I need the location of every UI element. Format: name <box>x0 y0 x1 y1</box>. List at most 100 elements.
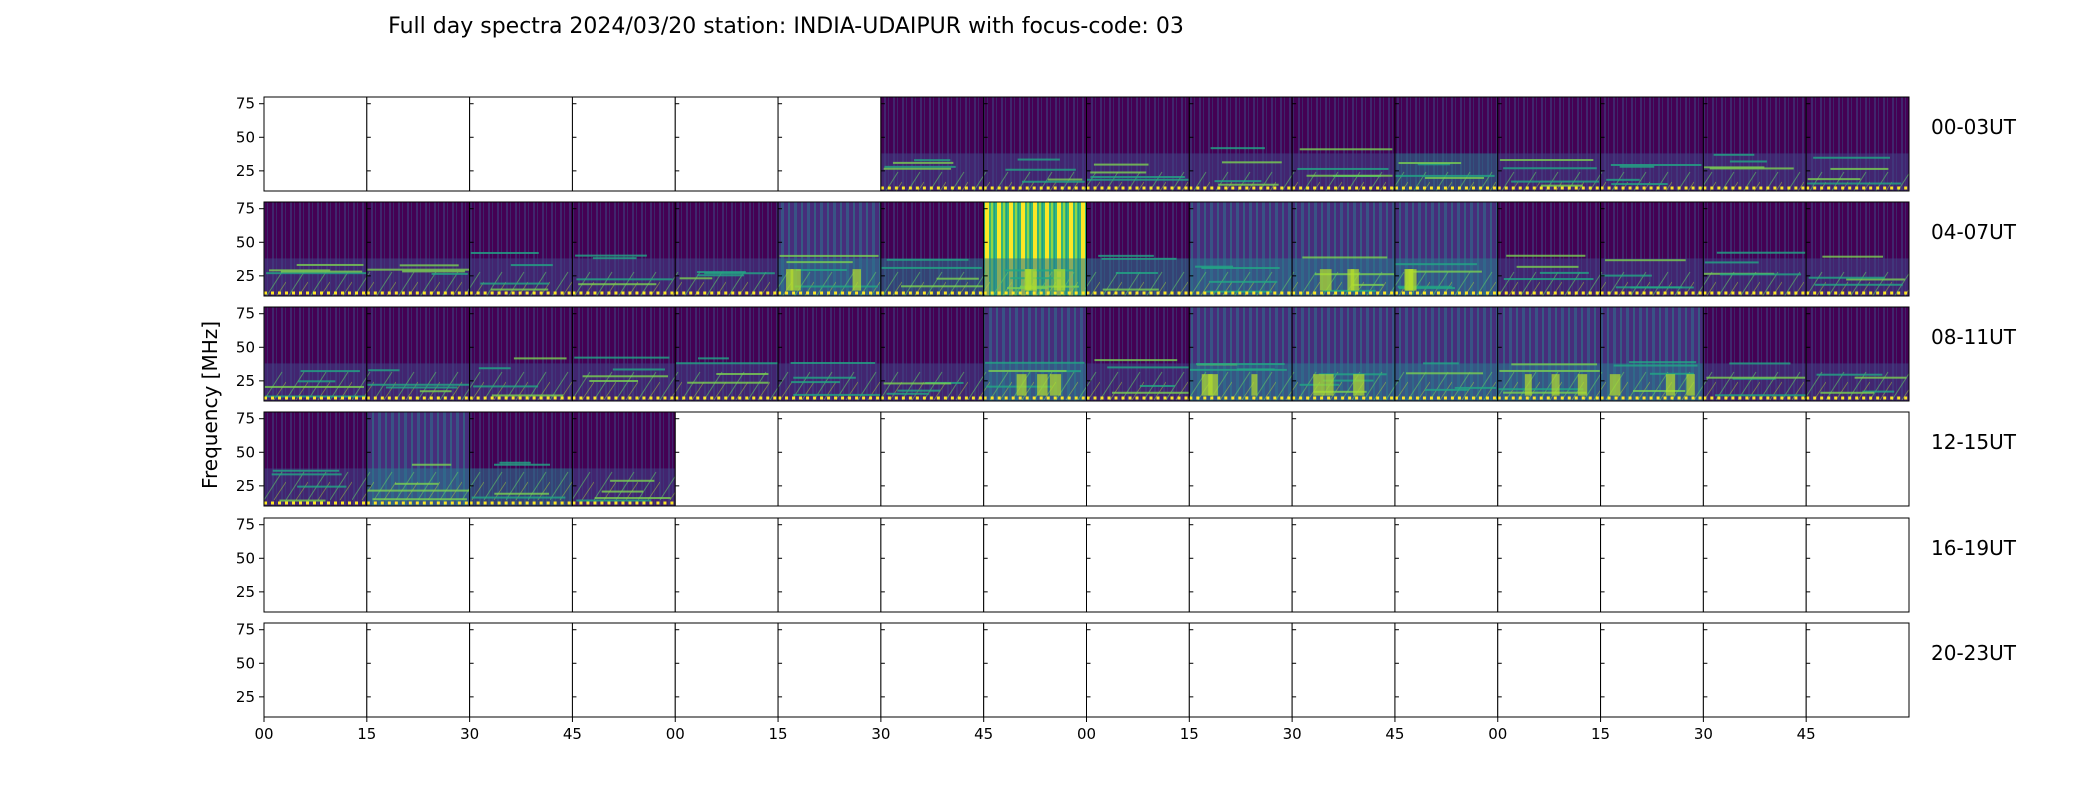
spectrum-panel <box>1805 96 1910 192</box>
spectrum-panel <box>1086 306 1190 402</box>
spectrum-panel <box>1188 96 1293 192</box>
spectrum-panel <box>366 517 471 613</box>
row-label: 16-19UT <box>1931 536 2017 560</box>
spectrum-panel <box>674 411 779 507</box>
y-tick-label: 25 <box>236 688 255 706</box>
spectrum-panel <box>880 201 985 297</box>
spectrum-panel <box>1086 622 1190 718</box>
spectrum-panel <box>1188 201 1293 297</box>
y-axis-label: Frequency [MHz] <box>198 321 222 489</box>
spectrum-panel <box>366 411 471 507</box>
spectrum-panel <box>674 201 779 297</box>
spectrum-panel <box>571 201 676 297</box>
spectrum-panel <box>1805 411 1910 507</box>
spectrum-panel <box>880 306 985 402</box>
spectrum-panel <box>1394 201 1499 297</box>
spectrum-panel <box>1086 517 1190 613</box>
spectrum-panel <box>263 201 368 297</box>
spectrum-panel <box>983 201 1087 297</box>
spectrum-panel <box>1188 622 1293 718</box>
x-tick-label: 30 <box>871 725 890 743</box>
spectrum-panel <box>263 96 368 192</box>
spectrum-panel <box>263 306 368 402</box>
spectrum-panel <box>1394 517 1499 613</box>
spectrum-panel <box>1702 411 1807 507</box>
spectrum-panel <box>1805 517 1910 613</box>
spectrum-panel <box>571 96 676 192</box>
spectrum-panel <box>1497 517 1602 613</box>
x-tick-label: 00 <box>254 725 273 743</box>
spectrum-panel <box>1600 411 1704 507</box>
x-tick-label: 45 <box>974 725 993 743</box>
spectrum-panel <box>1600 517 1704 613</box>
figure-title: Full day spectra 2024/03/20 station: IND… <box>388 14 1184 39</box>
row-label: 08-11UT <box>1931 325 2017 349</box>
y-tick-label: 50 <box>236 443 255 461</box>
spectrum-panel <box>1086 96 1190 192</box>
spectrum-panel <box>1291 622 1396 718</box>
spectrum-panel <box>983 411 1087 507</box>
spectrum-panel <box>1188 306 1293 402</box>
y-tick-label: 25 <box>236 372 255 390</box>
spectrum-panel <box>880 622 985 718</box>
spectrum-panel <box>1394 96 1499 192</box>
spectrum-panel <box>571 306 676 402</box>
spectrum-panel <box>1086 411 1190 507</box>
spectra-rows: 25507500-03UT25507504-07UT25507508-11UT2… <box>236 95 2017 718</box>
row-label: 20-23UT <box>1931 641 2017 665</box>
spectrum-panel <box>777 622 882 718</box>
spectrum-panel <box>674 96 779 192</box>
spectrum-panel <box>366 96 471 192</box>
spectrum-panel <box>1394 306 1499 402</box>
spectrum-panel <box>366 201 471 297</box>
spectrum-panel <box>1497 411 1602 507</box>
spectrum-panel <box>366 622 471 718</box>
spectrum-panel <box>571 622 676 718</box>
x-tick-label: 15 <box>769 725 788 743</box>
y-tick-label: 50 <box>236 128 255 146</box>
spectrum-panel <box>1291 517 1396 613</box>
spectrum-panel <box>469 517 573 613</box>
spectrum-panel <box>1497 622 1602 718</box>
spectrum-panel <box>1702 96 1807 192</box>
spectrum-panel <box>571 517 676 613</box>
x-axis: 00 15 30 45 00 15 30 45 00 15 30 45 00 15 30 45 <box>254 717 1816 743</box>
spectrum-panel <box>674 622 779 718</box>
spectrum-panel <box>674 306 779 402</box>
spectrum-panel <box>1497 96 1602 192</box>
spectrum-panel <box>1805 201 1910 297</box>
spectrum-panel <box>983 306 1087 402</box>
spectrum-panel <box>1600 96 1704 192</box>
spectra-row: 25 50 75 04-07UT <box>236 200 2017 297</box>
spectrum-panel <box>469 306 573 402</box>
spectra-row: 25 50 75 00-03UT <box>236 95 2017 192</box>
spectrum-panel <box>777 306 882 402</box>
x-tick-label: 30 <box>460 725 479 743</box>
x-tick-label: 45 <box>1797 725 1816 743</box>
x-tick-label: 00 <box>1488 725 1507 743</box>
y-tick-label: 75 <box>236 516 255 534</box>
spectrum-panel <box>1291 201 1396 297</box>
spectrum-panel <box>469 201 573 297</box>
spectrum-panel <box>1188 411 1293 507</box>
spectrum-panel <box>366 306 471 402</box>
y-tick-label: 25 <box>236 162 255 180</box>
spectrum-panel <box>571 411 676 507</box>
y-tick-label: 50 <box>236 654 255 672</box>
y-tick-label: 75 <box>236 95 255 113</box>
row-label: 00-03UT <box>1931 115 2017 139</box>
y-tick-label: 25 <box>236 477 255 495</box>
spectrum-panel <box>263 622 368 718</box>
spectrum-panel <box>1702 517 1807 613</box>
spectrum-panel <box>1600 201 1704 297</box>
spectrum-panel <box>1291 411 1396 507</box>
spectrum-panel <box>1394 622 1499 718</box>
spectra-row: 25 50 75 08-11UT <box>236 305 2017 402</box>
x-tick-label: 15 <box>1180 725 1199 743</box>
x-tick-label: 15 <box>1591 725 1610 743</box>
spectrum-panel <box>1805 306 1910 402</box>
x-tick-label: 45 <box>1385 725 1404 743</box>
spectrum-panel <box>983 622 1087 718</box>
x-tick-label: 30 <box>1283 725 1302 743</box>
y-tick-label: 50 <box>236 233 255 251</box>
